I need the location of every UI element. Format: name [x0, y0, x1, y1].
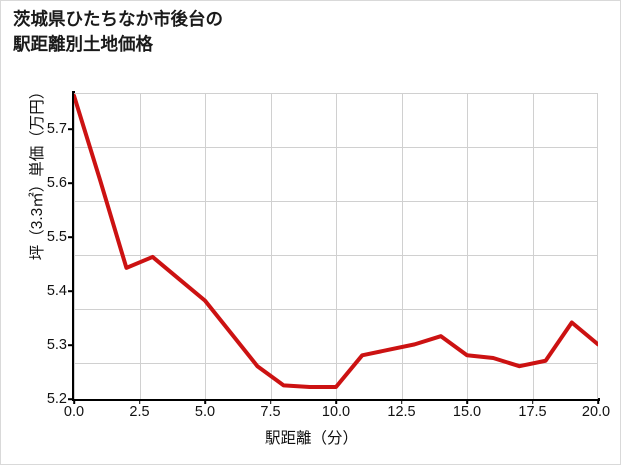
- x-axis-spine: [72, 398, 600, 401]
- x-tick-label: 15.0: [452, 404, 482, 420]
- chart-title: 茨城県ひたちなか市後台の 駅距離別土地価格: [13, 9, 223, 55]
- x-axis-label: 駅距離（分）: [264, 430, 358, 447]
- y-tick-label: 5.2: [46, 391, 67, 407]
- plot-area: [74, 93, 598, 399]
- x-tick-label: 10.0: [321, 404, 351, 420]
- x-tick-mark: [138, 400, 141, 404]
- x-tick-label: 20.0: [581, 404, 611, 420]
- x-tick-mark: [531, 400, 534, 404]
- x-tick-mark: [400, 400, 403, 404]
- x-tick-label: 5.0: [194, 404, 216, 420]
- x-tick-label: 2.5: [129, 404, 150, 420]
- x-tick-mark: [597, 400, 599, 404]
- gridline-x-5.0: [205, 93, 206, 399]
- y-tick-label: 5.3: [46, 337, 67, 353]
- gridline-x-0.0: [74, 93, 75, 399]
- gridline-x-2.5: [139, 93, 141, 399]
- gridline-x-12.5: [401, 93, 403, 399]
- x-tick-mark: [269, 400, 272, 404]
- gridline-x-17.5: [532, 93, 534, 399]
- x-tick-mark: [204, 400, 206, 404]
- x-tick-label: 0.0: [63, 404, 85, 420]
- gridline-x-20.0: [597, 93, 598, 399]
- gridline-x-15.0: [467, 93, 468, 399]
- price-line-series: [74, 93, 598, 389]
- y-axis-spine: [72, 91, 75, 401]
- x-tick-label: 7.5: [260, 404, 281, 420]
- x-tick-label: 12.5: [387, 404, 416, 420]
- gridline-x-7.5: [270, 93, 272, 399]
- y-axis-label: 坪（3.3㎡）単価（万円）: [29, 83, 46, 261]
- x-tick-mark: [335, 400, 337, 404]
- x-tick-mark: [466, 400, 468, 404]
- x-tick-label: 17.5: [518, 404, 547, 420]
- gridline-x-10.0: [336, 93, 337, 399]
